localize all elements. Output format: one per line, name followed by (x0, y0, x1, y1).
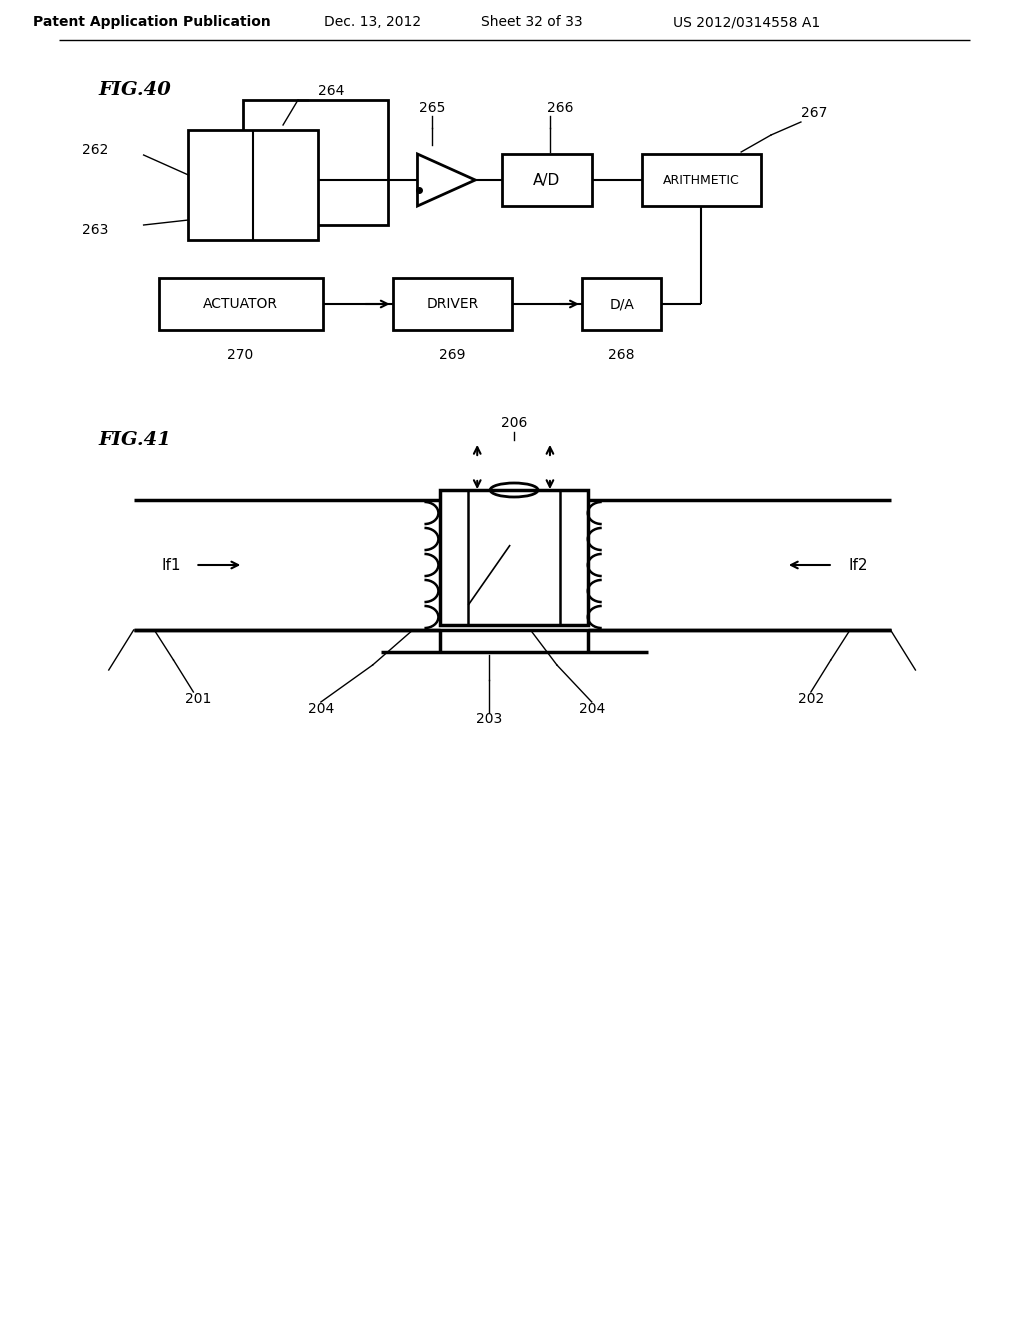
Text: 204: 204 (579, 702, 605, 715)
Text: D/A: D/A (609, 297, 634, 312)
Text: 264: 264 (317, 84, 344, 98)
Text: FIG.41: FIG.41 (98, 432, 172, 449)
Bar (392, 279, 512, 330)
Bar (502, 154, 592, 206)
Bar (440, 490, 588, 624)
Bar (243, 100, 388, 224)
Text: 203: 203 (476, 711, 503, 726)
Text: ACTUATOR: ACTUATOR (203, 297, 279, 312)
Text: 265: 265 (419, 102, 445, 115)
Text: DRIVER: DRIVER (426, 297, 478, 312)
Text: If2: If2 (849, 557, 868, 573)
Text: US 2012/0314558 A1: US 2012/0314558 A1 (673, 15, 820, 29)
Text: Dec. 13, 2012: Dec. 13, 2012 (325, 15, 421, 29)
Text: 263: 263 (82, 223, 109, 238)
Text: Sheet 32 of 33: Sheet 32 of 33 (481, 15, 583, 29)
Text: 268: 268 (608, 348, 635, 362)
Text: 269: 269 (439, 348, 466, 362)
Text: 202: 202 (798, 692, 824, 706)
Text: 201: 201 (185, 692, 212, 706)
Text: 204: 204 (308, 702, 334, 715)
Bar (159, 279, 323, 330)
Bar (642, 154, 761, 206)
Text: A/D: A/D (534, 173, 560, 187)
Text: If1: If1 (162, 557, 181, 573)
Text: 266: 266 (547, 102, 573, 115)
Text: 270: 270 (227, 348, 253, 362)
Text: 206: 206 (501, 416, 527, 430)
Text: FIG.40: FIG.40 (98, 81, 172, 99)
Text: 267: 267 (801, 106, 827, 120)
Text: ARITHMETIC: ARITHMETIC (663, 173, 739, 186)
Bar (582, 279, 662, 330)
Text: 262: 262 (82, 143, 109, 157)
Bar (188, 129, 317, 240)
Text: Patent Application Publication: Patent Application Publication (33, 15, 270, 29)
